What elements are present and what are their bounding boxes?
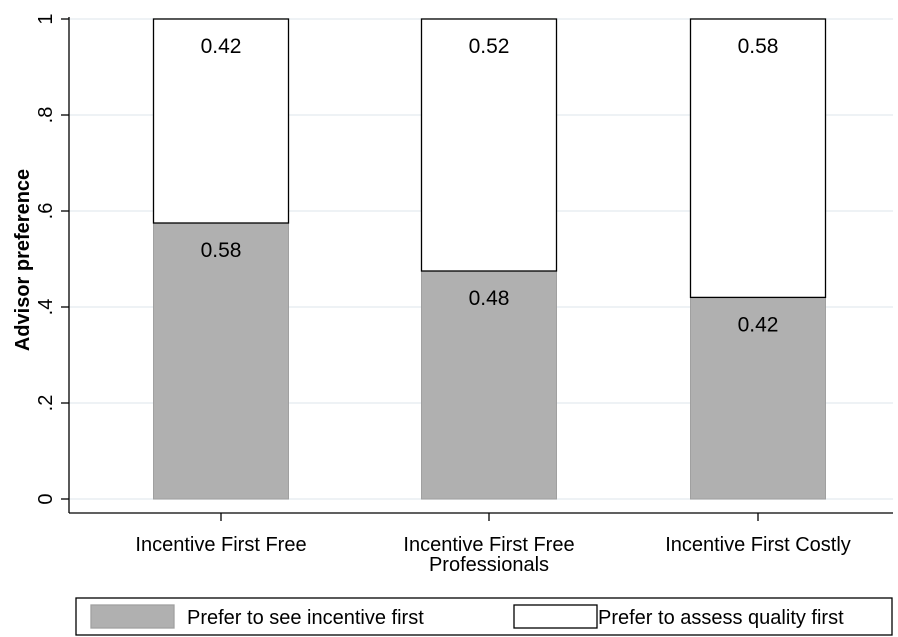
data-label-2-series-0: 0.42 bbox=[738, 313, 779, 336]
y-tick-label-4: .8 bbox=[35, 107, 57, 124]
bar-1-series-1 bbox=[420, 18, 558, 272]
legend-box bbox=[75, 597, 893, 636]
legend-label-0: Prefer to see incentive first bbox=[187, 607, 424, 629]
x-tick-label-1-line-1: Professionals bbox=[429, 554, 549, 576]
y-tick-label-5: 1 bbox=[35, 13, 57, 24]
legend-swatch-0 bbox=[90, 604, 175, 629]
data-label-1-series-0: 0.48 bbox=[469, 287, 510, 310]
x-tick-label-1-line-0: Incentive First Free bbox=[403, 534, 574, 556]
data-label-0-series-1: 0.42 bbox=[201, 35, 242, 58]
x-tick-label-2-line-0: Incentive First Costly bbox=[665, 534, 851, 556]
legend-label-1: Prefer to assess quality first bbox=[598, 607, 844, 629]
y-tick-label-2: .4 bbox=[35, 299, 57, 316]
bar-0-series-1 bbox=[152, 18, 290, 224]
y-axis-label: Advisor preference bbox=[12, 169, 34, 351]
x-axis: Incentive First Free Incentive First Free… bbox=[69, 512, 893, 576]
bar-0-series-0 bbox=[153, 222, 289, 500]
legend-swatch-1 bbox=[513, 604, 598, 629]
y-tick-label-1: .2 bbox=[35, 395, 57, 412]
data-label-1-series-1: 0.52 bbox=[469, 35, 510, 58]
y-tick-label-0: 0 bbox=[35, 493, 57, 504]
bar-2-series-1 bbox=[689, 18, 827, 299]
bar-1-series-0 bbox=[421, 270, 557, 500]
data-labels: 0.58 0.42 0.48 0.52 0.42 0.58 bbox=[201, 35, 779, 336]
legend: Prefer to see incentive first Prefer to a… bbox=[75, 597, 893, 636]
bars bbox=[152, 18, 827, 500]
y-axis: 0 .2 .4 .6 .8 1 bbox=[35, 13, 70, 513]
data-label-2-series-1: 0.58 bbox=[738, 35, 779, 58]
x-tick-label-0-line-0: Incentive First Free bbox=[135, 534, 306, 556]
data-label-0-series-0: 0.58 bbox=[201, 239, 242, 262]
y-tick-label-3: .6 bbox=[35, 203, 57, 220]
